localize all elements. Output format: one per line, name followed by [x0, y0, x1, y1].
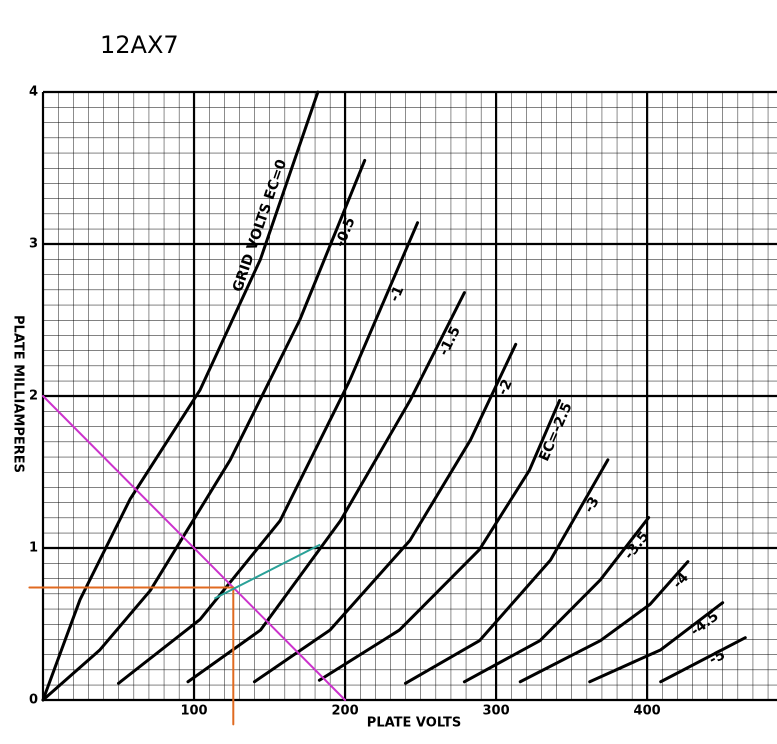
curve [403, 458, 610, 685]
curve [252, 342, 518, 684]
curve-label: -5 [707, 647, 728, 668]
x-tick-label: 100 [180, 704, 207, 719]
chart-title: 12AX7 [100, 31, 179, 59]
x-tick-label: 200 [331, 704, 358, 719]
curve [41, 158, 367, 702]
curve [41, 90, 320, 702]
annotation-line [214, 543, 321, 600]
curve [518, 560, 690, 684]
y-tick-label: 0 [29, 693, 38, 708]
y-tick-label: 1 [29, 541, 38, 556]
y-tick-label: 4 [29, 85, 38, 100]
curve-label: -3 [581, 494, 603, 515]
x-axis-label: PLATE VOLTS [367, 716, 461, 731]
y-tick-label: 3 [29, 237, 38, 252]
curve [588, 601, 725, 684]
y-axis-label: PLATE MILLIAMPERES [11, 315, 26, 473]
x-tick-label: 400 [634, 704, 661, 719]
curve-label: -1 [387, 284, 408, 305]
curve [117, 221, 420, 685]
curve [317, 399, 562, 682]
curve [462, 516, 651, 684]
x-tick-label: 300 [483, 704, 510, 719]
y-tick-label: 2 [29, 389, 38, 404]
annotation-line [42, 395, 347, 701]
curve-label: -2 [495, 377, 516, 398]
curve [186, 291, 466, 684]
curve [659, 636, 747, 684]
